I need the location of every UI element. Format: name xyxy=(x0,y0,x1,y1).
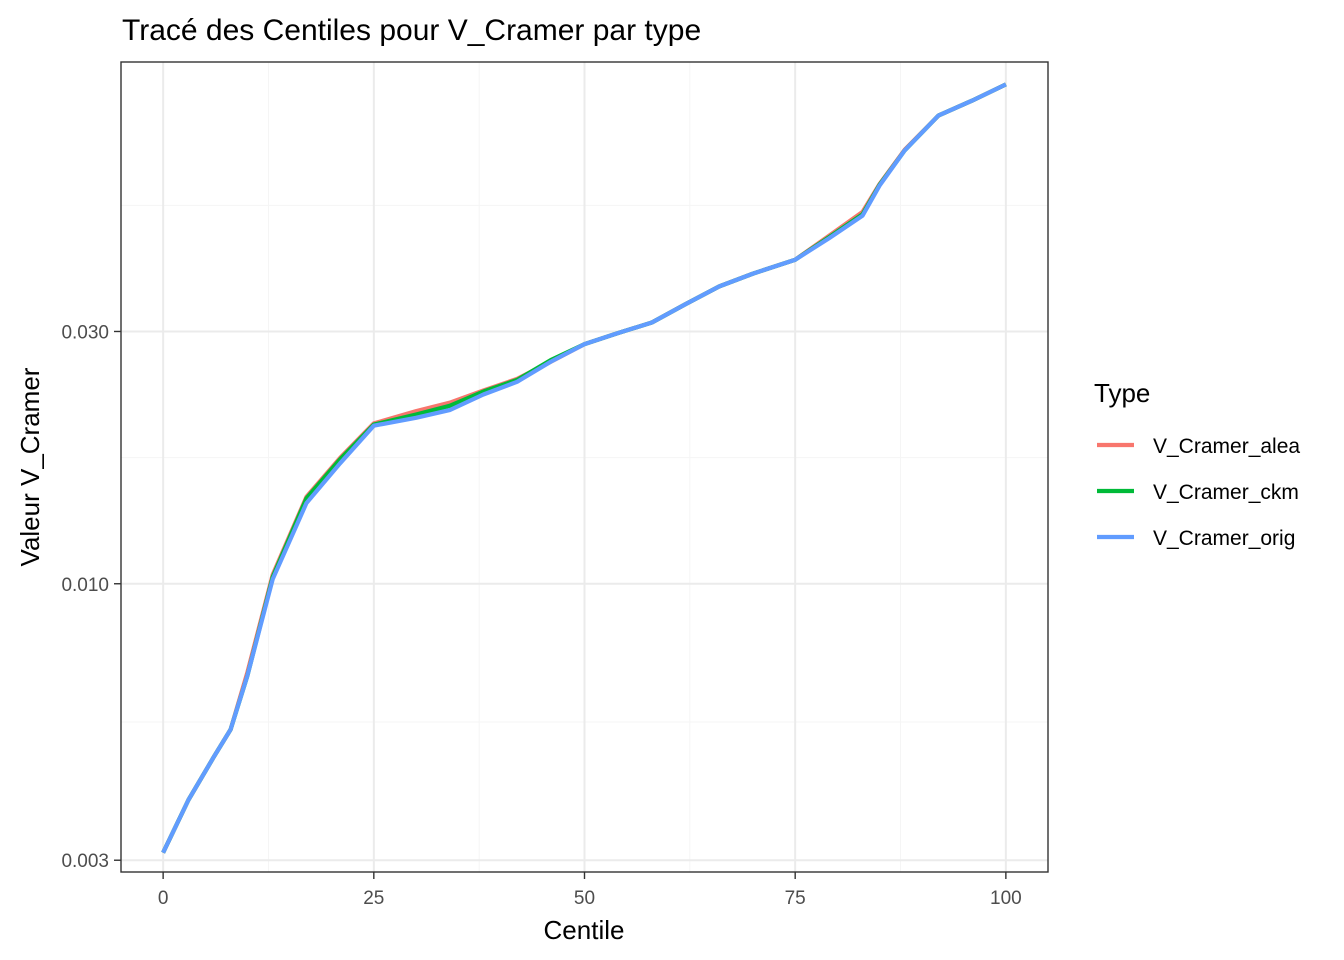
series-lines xyxy=(161,82,1007,854)
y-tick-label: 0.030 xyxy=(61,322,109,343)
x-tick-label: 0 xyxy=(158,888,169,909)
legend-label: V_Cramer_ckm xyxy=(1153,481,1299,504)
y-axis-ticks: 0.003 0.010 0.030 xyxy=(61,322,121,872)
legend-title: Type xyxy=(1094,378,1150,408)
x-tick-label: 25 xyxy=(363,888,384,909)
legend-items: V_Cramer_alea V_Cramer_ckm V_Cramer_orig xyxy=(1097,435,1300,550)
x-tick-label: 50 xyxy=(574,888,595,909)
series-line-v-cramer-orig xyxy=(161,82,1007,854)
legend-label: V_Cramer_alea xyxy=(1153,435,1300,458)
x-axis-ticks: 0 25 50 75 100 xyxy=(158,872,1022,909)
x-tick-label: 100 xyxy=(990,888,1022,909)
x-tick-label: 75 xyxy=(785,888,806,909)
legend: Type V_Cramer_alea V_Cramer_ckm V_Cramer_o… xyxy=(1094,378,1300,550)
y-axis-title: Valeur V_Cramer xyxy=(15,367,45,566)
y-tick-label: 0.010 xyxy=(61,575,109,596)
chart-title: Tracé des Centiles pour V_Cramer par typ… xyxy=(122,14,701,47)
legend-label: V_Cramer_orig xyxy=(1153,527,1295,550)
major-gridlines xyxy=(121,62,1048,872)
x-axis-title: Centile xyxy=(544,915,625,945)
y-tick-label: 0.003 xyxy=(61,851,109,872)
